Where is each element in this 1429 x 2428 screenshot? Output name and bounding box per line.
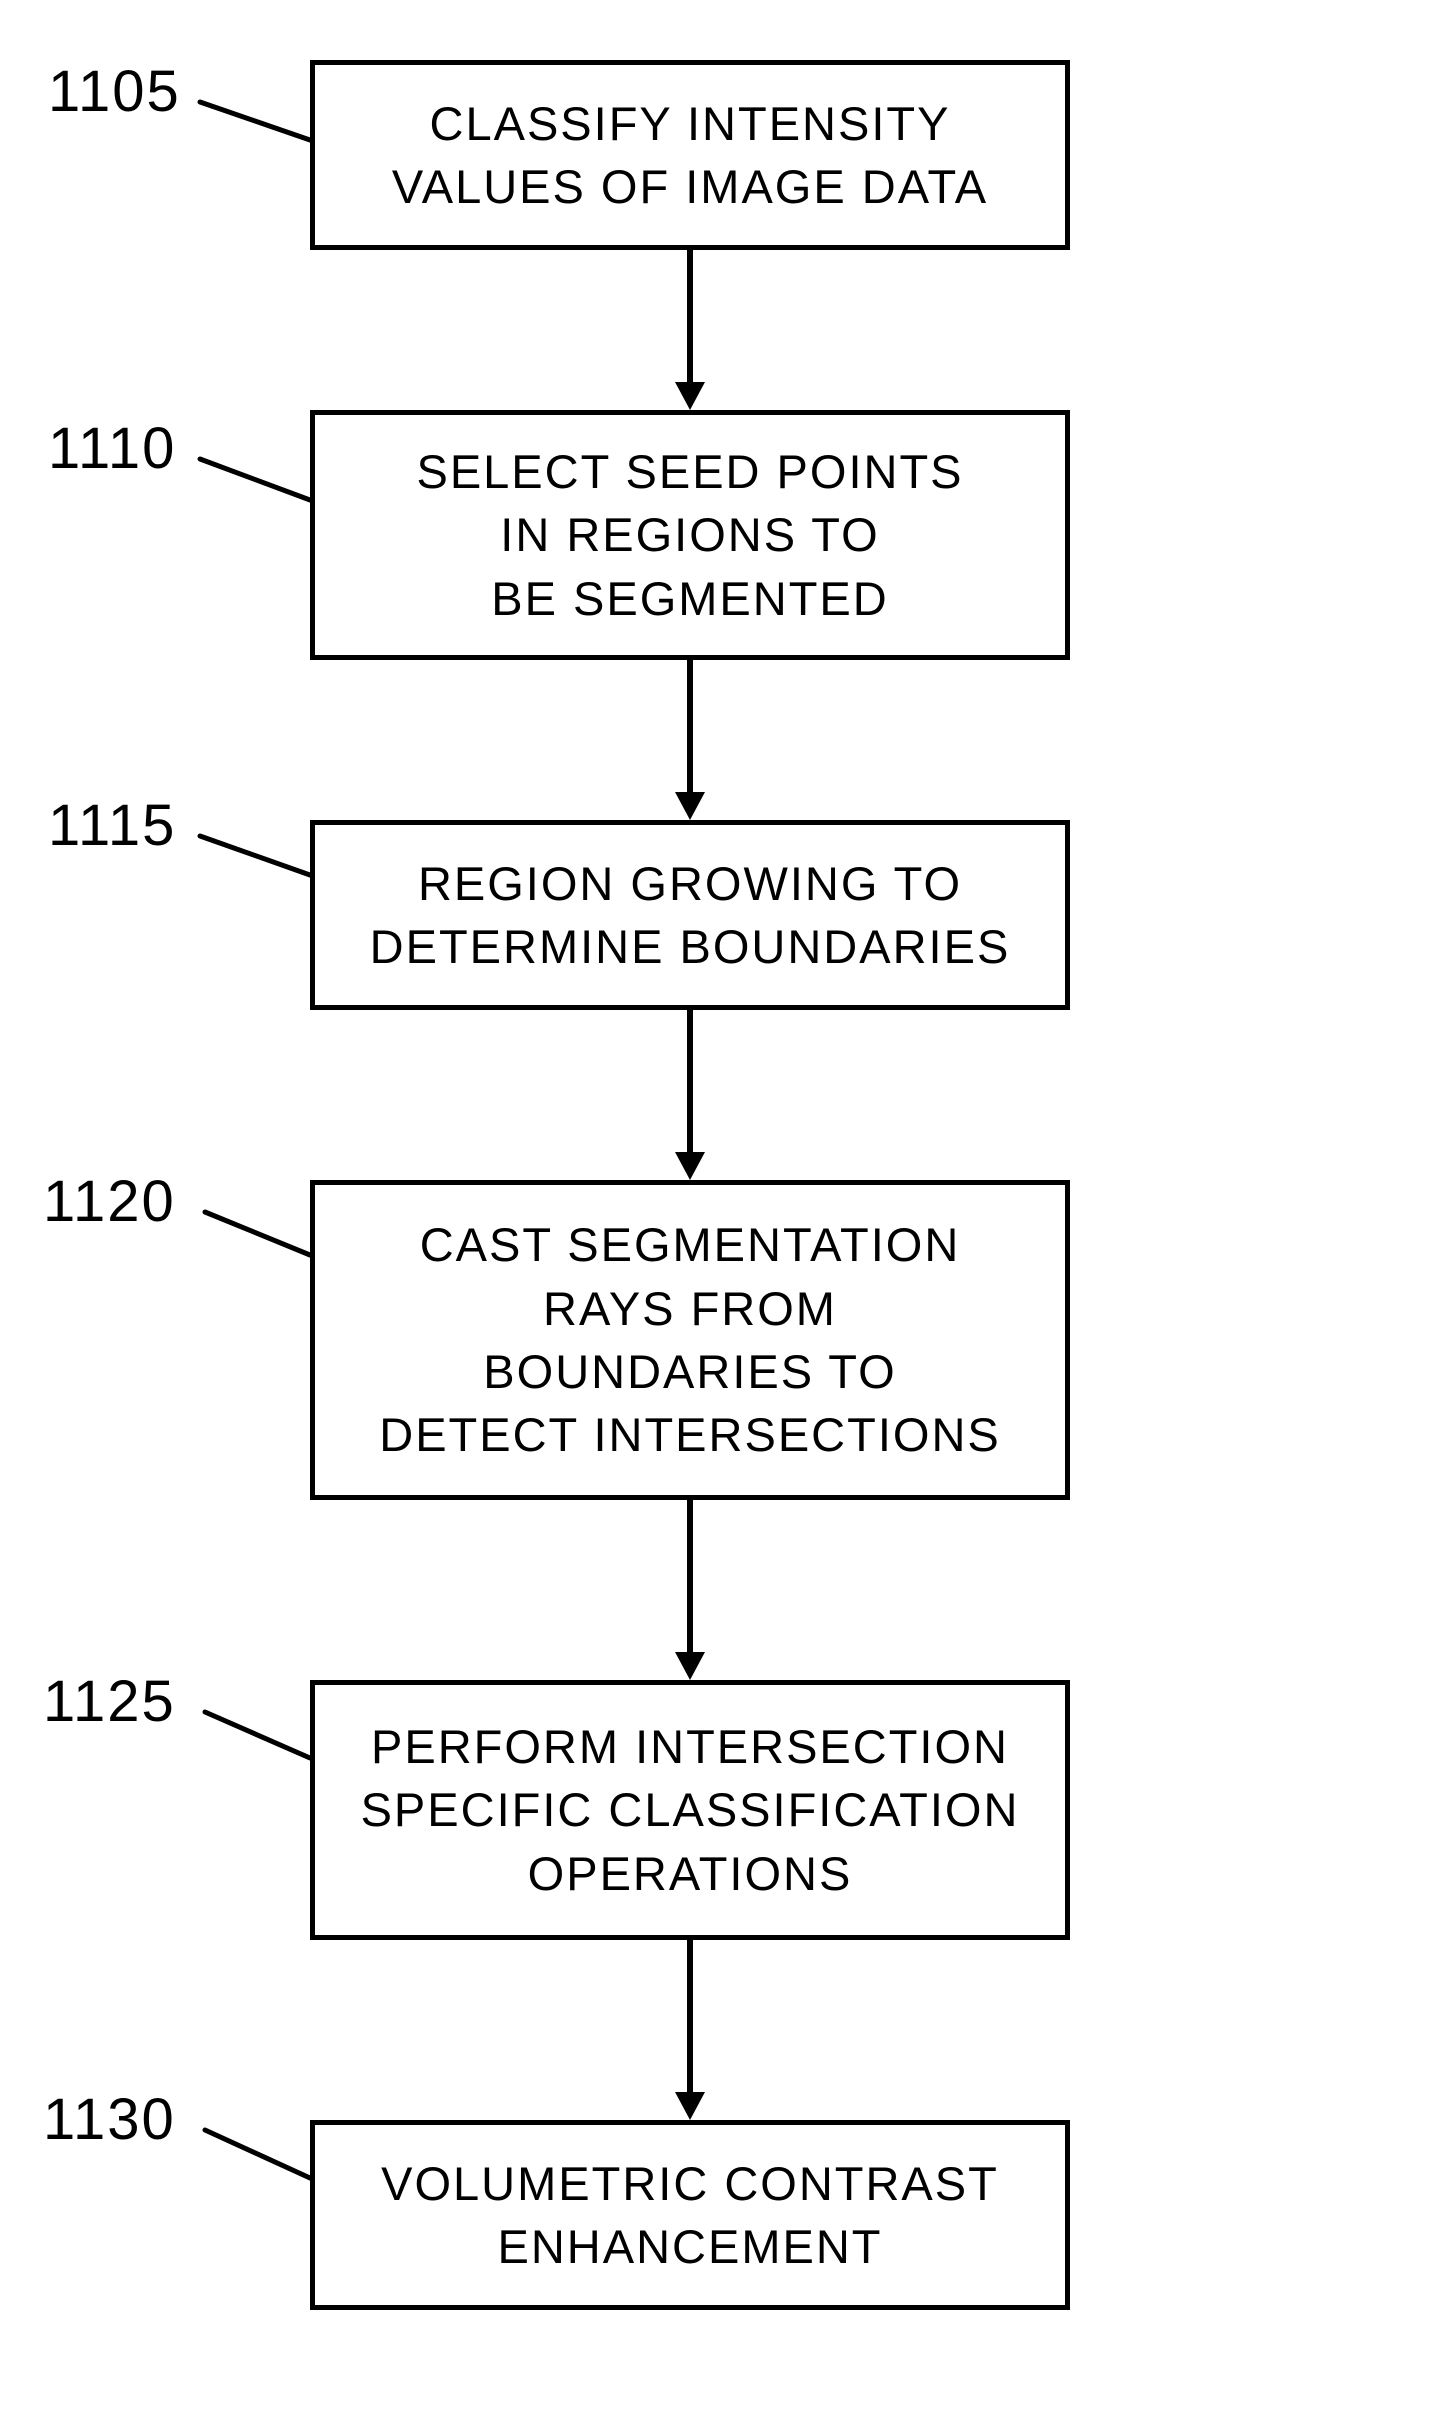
flowchart-box-1105: CLASSIFY INTENSITY VALUES OF IMAGE DATA	[310, 60, 1070, 250]
flowchart-box-1125: PERFORM INTERSECTION SPECIFIC CLASSIFICA…	[310, 1680, 1070, 1940]
flowchart-box-label: REGION GROWING TO DETERMINE BOUNDARIES	[370, 852, 1011, 979]
flowchart-ref-1110: 1110	[48, 415, 176, 482]
flowchart-ref-1105: 1105	[48, 58, 181, 125]
flowchart-box-label: CAST SEGMENTATION RAYS FROM BOUNDARIES T…	[379, 1213, 1000, 1467]
flowchart-ref-1120: 1120	[43, 1168, 176, 1235]
flowchart-box-label: SELECT SEED POINTS IN REGIONS TO BE SEGM…	[416, 440, 963, 630]
flowchart-ref-1125: 1125	[43, 1668, 176, 1735]
flowchart-ref-1130: 1130	[43, 2086, 176, 2153]
flowchart-box-1130: VOLUMETRIC CONTRAST ENHANCEMENT	[310, 2120, 1070, 2310]
flowchart-ref-1115: 1115	[48, 792, 176, 859]
flowchart-box-1120: CAST SEGMENTATION RAYS FROM BOUNDARIES T…	[310, 1180, 1070, 1500]
flowchart-box-label: PERFORM INTERSECTION SPECIFIC CLASSIFICA…	[361, 1715, 1020, 1905]
flowchart-box-label: VOLUMETRIC CONTRAST ENHANCEMENT	[381, 2152, 999, 2279]
flowchart-box-1115: REGION GROWING TO DETERMINE BOUNDARIES	[310, 820, 1070, 1010]
flowchart-box-label: CLASSIFY INTENSITY VALUES OF IMAGE DATA	[392, 92, 988, 219]
flowchart-box-1110: SELECT SEED POINTS IN REGIONS TO BE SEGM…	[310, 410, 1070, 660]
